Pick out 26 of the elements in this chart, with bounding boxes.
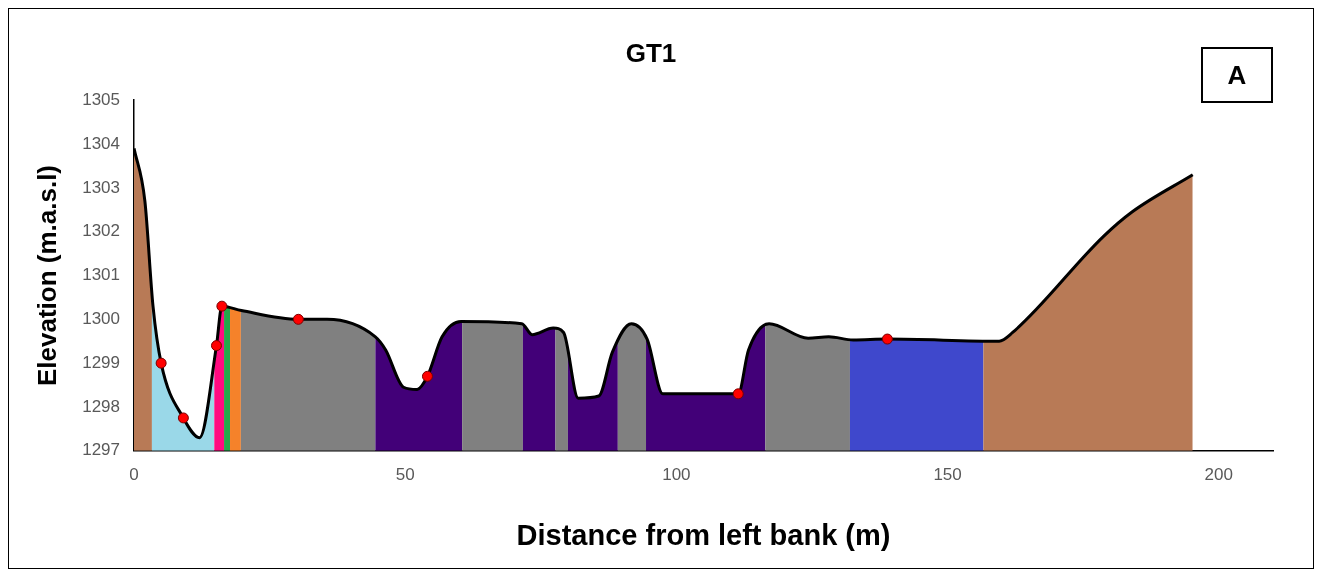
point bbox=[881, 333, 893, 345]
point bbox=[210, 340, 222, 352]
point bbox=[732, 388, 744, 400]
x-tick-label: 100 bbox=[662, 464, 691, 484]
y-tick-label: 1302 bbox=[82, 221, 121, 241]
y-tick-label: 1305 bbox=[82, 89, 121, 109]
y-tick-label: 1304 bbox=[82, 133, 121, 153]
y-tick-label: 1301 bbox=[82, 265, 121, 285]
y-tick-label: 1297 bbox=[82, 440, 121, 460]
y-tick-label: 1303 bbox=[82, 177, 121, 197]
x-tick-label: 150 bbox=[933, 464, 962, 484]
point bbox=[421, 370, 433, 382]
x-axis-title: Distance from left bank (m) bbox=[516, 518, 891, 551]
text: A bbox=[1201, 47, 1273, 103]
y-tick-label: 1298 bbox=[82, 396, 121, 416]
x-tick-label: 200 bbox=[1204, 464, 1233, 484]
chart-title: GT1 bbox=[625, 37, 677, 68]
x-tick-label: 50 bbox=[395, 464, 415, 484]
x-tick-label: 0 bbox=[129, 464, 139, 484]
point bbox=[216, 300, 228, 312]
y-tick-label: 1299 bbox=[82, 352, 121, 372]
point bbox=[177, 412, 189, 424]
point bbox=[155, 357, 167, 369]
point bbox=[292, 313, 304, 325]
y-axis-title: Elevation (m.a.s.l) bbox=[31, 164, 62, 387]
y-tick-label: 1300 bbox=[82, 309, 121, 329]
